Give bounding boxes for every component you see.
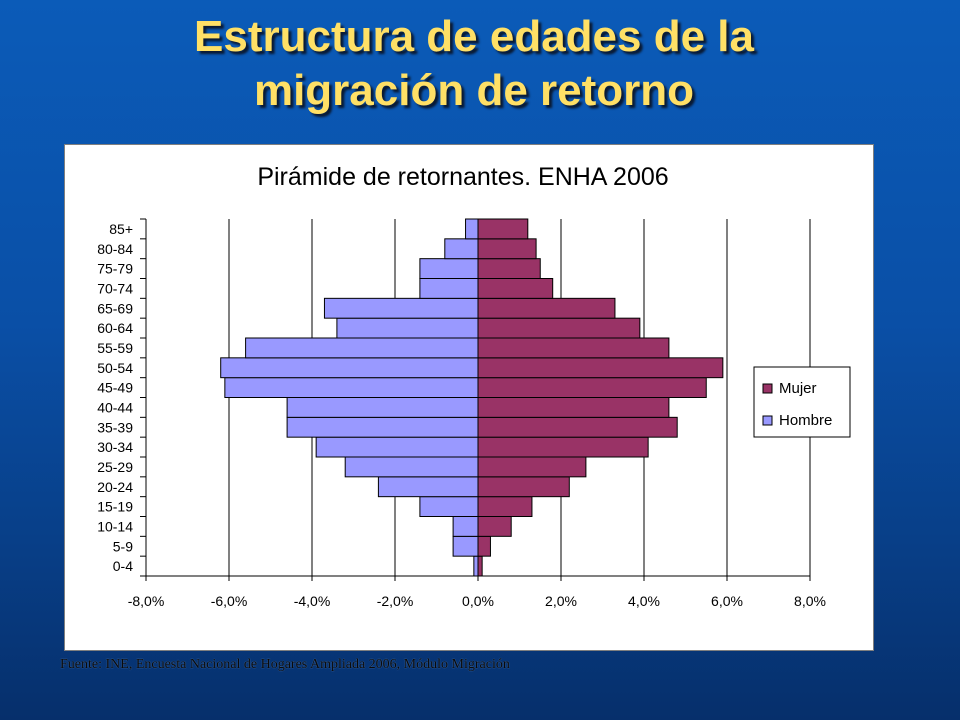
bar-mujer-80-84 xyxy=(477,238,537,260)
x-tick-label-6: 4,0% xyxy=(628,593,660,609)
bar-hombre-50-54 xyxy=(220,357,479,379)
bar-hombre-60-64 xyxy=(336,317,479,339)
bar-hombre-0-4 xyxy=(473,555,479,577)
y-tick-label-6: 30-34 xyxy=(97,439,133,455)
bars xyxy=(220,218,724,577)
bar-hombre-15-19 xyxy=(419,496,479,517)
y-tick-label-4: 20-24 xyxy=(97,479,133,495)
x-tick-label-8: 8,0% xyxy=(794,593,826,609)
y-tick-label-5: 25-29 xyxy=(97,459,133,475)
bar-hombre-30-34 xyxy=(315,436,479,458)
bar-hombre-25-29 xyxy=(344,456,479,478)
y-tick-label-7: 35-39 xyxy=(97,419,133,435)
bar-mujer-10-14 xyxy=(477,516,512,537)
bar-mujer-15-19 xyxy=(477,496,533,517)
bar-mujer-35-39 xyxy=(477,416,678,438)
population-pyramid-chart: Pirámide de retornantes. ENHA 2006 0-4 5-… xyxy=(97,163,851,609)
legend-label-hombre: Hombre xyxy=(779,412,832,429)
bar-mujer-60-64 xyxy=(477,317,641,339)
slide-title-line-2: migración de retorno xyxy=(253,66,695,115)
x-tick-label-0: -8,0% xyxy=(128,593,165,609)
bar-hombre-55-59 xyxy=(245,337,479,359)
y-tick-label-8: 40-44 xyxy=(97,399,133,415)
bar-mujer-40-44 xyxy=(477,397,670,418)
x-tick-labels: -8,0% -6,0% -4,0% -2,0% 0,0% 2,0% 4,0% 6,0% 8,0% xyxy=(128,593,826,609)
y-tick-label-0: 0-4 xyxy=(113,558,133,574)
bar-mujer-75-79 xyxy=(477,258,541,279)
y-tick-label-13: 65-69 xyxy=(97,300,133,316)
bar-hombre-20-24 xyxy=(377,476,479,498)
bar-mujer-45-49 xyxy=(477,377,707,399)
y-tick-label-11: 55-59 xyxy=(97,340,133,356)
bar-hombre-35-39 xyxy=(286,416,479,438)
bar-mujer-85+ xyxy=(477,218,529,240)
x-tick-label-5: 2,0% xyxy=(545,593,577,609)
legend-label-mujer: Mujer xyxy=(779,380,817,397)
y-tick-label-17: 85+ xyxy=(109,221,133,237)
source-note: Fuente: INE, Encuesta Nacional de Hogare… xyxy=(60,657,510,672)
bar-mujer-30-34 xyxy=(477,436,649,458)
x-tick-label-3: -2,0% xyxy=(377,593,414,609)
y-tick-label-16: 80-84 xyxy=(97,241,133,257)
x-tick-label-7: 6,0% xyxy=(711,593,743,609)
y-tick-labels: 0-4 5-9 10-14 15-19 20-24 25-29 30-34 35-39 40-4… xyxy=(97,221,133,574)
legend-swatch-mujer xyxy=(762,383,773,394)
y-tick-label-12: 60-64 xyxy=(97,320,133,336)
bar-mujer-20-24 xyxy=(477,476,570,498)
bar-hombre-45-49 xyxy=(224,377,479,399)
bar-mujer-70-74 xyxy=(477,278,554,299)
legend: Mujer Hombre xyxy=(753,366,851,438)
y-tick-label-1: 5-9 xyxy=(113,538,133,554)
x-tick-label-1: -6,0% xyxy=(211,593,248,609)
bar-hombre-80-84 xyxy=(444,238,479,260)
bar-hombre-70-74 xyxy=(419,278,479,299)
y-tick-label-9: 45-49 xyxy=(97,380,133,396)
slide-title: Estructura de edades de la migración de … xyxy=(0,10,948,118)
y-tick-label-2: 10-14 xyxy=(97,518,133,534)
bar-hombre-85+ xyxy=(465,218,479,240)
bar-mujer-65-69 xyxy=(477,297,616,319)
x-tick-label-4: 0,0% xyxy=(462,593,494,609)
bar-mujer-0-4 xyxy=(477,555,483,577)
legend-swatch-hombre xyxy=(762,415,773,426)
bar-mujer-50-54 xyxy=(477,357,724,379)
chart-title: Pirámide de retornantes. ENHA 2006 xyxy=(257,163,668,191)
axes xyxy=(140,218,811,581)
bar-hombre-10-14 xyxy=(452,516,479,537)
x-tick-label-2: -4,0% xyxy=(294,593,331,609)
y-tick-label-15: 75-79 xyxy=(97,261,133,277)
y-tick-label-10: 50-54 xyxy=(97,360,133,376)
bar-mujer-25-29 xyxy=(477,456,587,478)
bar-hombre-5-9 xyxy=(452,535,479,557)
slide-title-line-1: Estructura de edades de la xyxy=(194,12,754,61)
chart-panel: Pirámide de retornantes. ENHA 2006 0-4 5-… xyxy=(64,144,874,651)
y-tick-label-3: 15-19 xyxy=(97,499,133,515)
bar-hombre-65-69 xyxy=(323,297,479,319)
bar-mujer-55-59 xyxy=(477,337,670,359)
y-tick-label-14: 70-74 xyxy=(97,280,133,296)
bar-hombre-40-44 xyxy=(286,397,479,418)
bar-hombre-75-79 xyxy=(419,258,479,279)
bar-mujer-5-9 xyxy=(477,535,491,557)
